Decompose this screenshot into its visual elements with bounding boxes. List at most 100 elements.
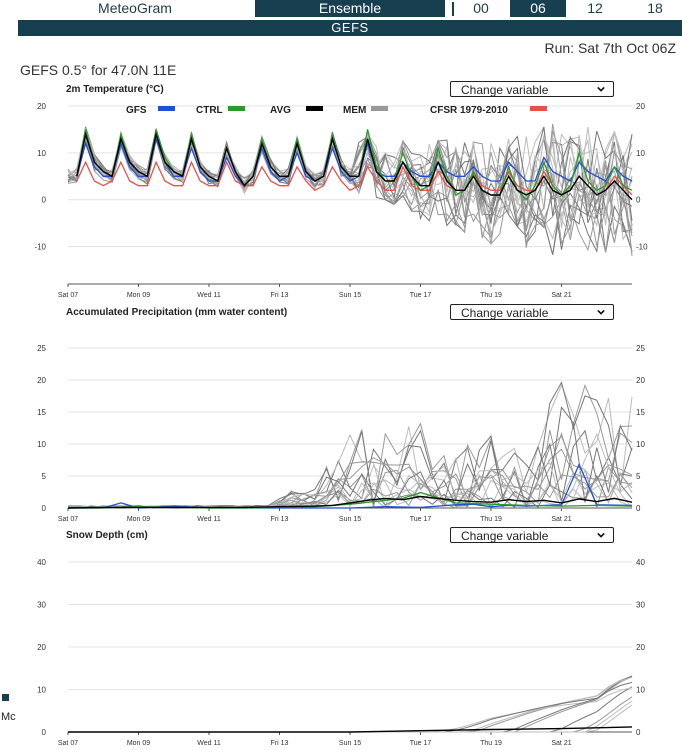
member-line bbox=[68, 675, 633, 733]
x-tick-label: Sat 21 bbox=[551, 292, 571, 299]
ensemble-tab[interactable]: Ensemble bbox=[255, 0, 445, 17]
y-tick-label-right: 20 bbox=[636, 643, 645, 652]
x-tick-label: Fri 13 bbox=[271, 292, 289, 299]
y-tick-label-left: -10 bbox=[34, 243, 46, 252]
x-tick-label: Mon 09 bbox=[127, 740, 150, 747]
legend-swatch bbox=[371, 106, 388, 111]
temperature-change-variable-select[interactable]: Change variable bbox=[450, 81, 614, 97]
member-line bbox=[68, 696, 633, 733]
run-00-tab[interactable]: 00 bbox=[473, 0, 489, 16]
select-label: Change variable bbox=[461, 529, 549, 543]
member-line bbox=[68, 687, 633, 733]
y-tick-label-left: 40 bbox=[37, 558, 46, 567]
legend-label: AVG bbox=[270, 105, 291, 116]
run-12-tab[interactable]: 12 bbox=[587, 0, 603, 16]
y-tick-label-right: -10 bbox=[636, 243, 648, 252]
y-tick-label-right: 20 bbox=[636, 376, 645, 385]
legend-swatch bbox=[530, 106, 547, 111]
x-tick-label: Thu 19 bbox=[480, 516, 502, 523]
precip-panel-title: Accumulated Precipitation (mm water cont… bbox=[66, 307, 288, 318]
location-header: GEFS 0.5° for 47.0N 11E bbox=[20, 62, 177, 78]
y-tick-label-left: 20 bbox=[37, 376, 46, 385]
y-tick-label-left: 30 bbox=[37, 601, 46, 610]
chevron-down-icon bbox=[597, 532, 605, 538]
y-tick-label-right: 10 bbox=[636, 149, 645, 158]
left-panel-marker bbox=[2, 694, 9, 701]
x-tick-label: Tue 17 bbox=[410, 292, 432, 299]
x-tick-label: Tue 17 bbox=[410, 516, 432, 523]
meteogram-tab[interactable]: MeteoGram bbox=[98, 0, 172, 16]
run-06-tab[interactable]: 06 bbox=[510, 0, 566, 17]
x-tick-label: Wed 11 bbox=[197, 516, 221, 523]
left-panel-label: Mc bbox=[1, 711, 16, 723]
legend-swatch bbox=[228, 106, 245, 111]
y-tick-label-right: 5 bbox=[636, 472, 641, 481]
member-line bbox=[67, 135, 633, 255]
y-tick-label-left: 20 bbox=[37, 102, 46, 111]
select-label: Change variable bbox=[461, 306, 549, 320]
chevron-down-icon bbox=[597, 309, 605, 315]
avg-line bbox=[76, 131, 633, 201]
x-tick-label: Fri 13 bbox=[271, 740, 289, 747]
model-bar[interactable]: GEFS bbox=[18, 20, 682, 36]
top-navigation: MeteoGram Ensemble 00 06 12 18 bbox=[0, 0, 682, 18]
x-tick-label: Sat 07 bbox=[58, 740, 78, 747]
y-tick-label-left: 0 bbox=[42, 504, 47, 513]
legend-label: MEM bbox=[343, 105, 366, 116]
series-group bbox=[68, 675, 633, 733]
temperature-panel-title: 2m Temperature (°C) bbox=[66, 84, 164, 95]
series-group bbox=[67, 381, 633, 510]
x-tick-label: Thu 19 bbox=[480, 740, 502, 747]
x-tick-label: Sun 15 bbox=[339, 292, 361, 299]
member-line bbox=[68, 700, 633, 733]
snow-change-variable-select[interactable]: Change variable bbox=[450, 527, 614, 543]
member-line bbox=[67, 127, 633, 208]
x-tick-label: Sat 21 bbox=[551, 740, 571, 747]
y-tick-label-left: 15 bbox=[37, 408, 46, 417]
x-tick-label: Sat 21 bbox=[551, 516, 571, 523]
x-tick-label: Sun 15 bbox=[339, 516, 361, 523]
precip-change-variable-select[interactable]: Change variable bbox=[450, 304, 614, 320]
x-tick-label: Sun 15 bbox=[339, 740, 361, 747]
member-line bbox=[68, 676, 633, 733]
series-group bbox=[67, 123, 633, 256]
x-tick-label: Wed 11 bbox=[197, 292, 221, 299]
legend-swatch bbox=[158, 106, 175, 111]
legend-swatch bbox=[306, 106, 323, 111]
legend-label: CTRL bbox=[196, 105, 223, 116]
x-tick-label: Fri 13 bbox=[271, 516, 289, 523]
tab-separator bbox=[452, 2, 454, 16]
snow-panel-title: Snow Depth (cm) bbox=[66, 530, 148, 541]
y-tick-label-left: 10 bbox=[37, 686, 46, 695]
x-tick-label: Sat 07 bbox=[58, 292, 78, 299]
avg-line bbox=[68, 726, 633, 733]
y-tick-label-left: 0 bbox=[42, 728, 47, 737]
temperature-legend: GFS CTRL AVG MEM CFSR 1979-2010 bbox=[126, 105, 547, 116]
y-tick-label-right: 20 bbox=[636, 102, 645, 111]
y-tick-label-left: 10 bbox=[37, 440, 46, 449]
run-info: Run: Sat 7th Oct 06Z bbox=[544, 40, 676, 56]
cfsr-line bbox=[76, 160, 633, 196]
x-tick-label: Wed 11 bbox=[197, 740, 221, 747]
y-tick-label-left: 0 bbox=[42, 196, 47, 205]
y-tick-label-right: 0 bbox=[636, 504, 641, 513]
y-tick-label-right: 30 bbox=[636, 601, 645, 610]
y-tick-label-left: 20 bbox=[37, 643, 46, 652]
avg-line bbox=[67, 495, 633, 509]
x-tick-label: Tue 17 bbox=[410, 740, 432, 747]
x-tick-label: Sat 07 bbox=[58, 516, 78, 523]
legend-label: CFSR 1979-2010 bbox=[430, 105, 508, 116]
y-tick-label-right: 10 bbox=[636, 686, 645, 695]
y-tick-label-right: 40 bbox=[636, 558, 645, 567]
y-tick-label-right: 0 bbox=[636, 728, 641, 737]
member-line bbox=[67, 406, 633, 509]
y-tick-label-right: 10 bbox=[636, 440, 645, 449]
run-18-tab[interactable]: 18 bbox=[647, 0, 663, 16]
y-tick-label-left: 25 bbox=[37, 344, 46, 353]
chevron-down-icon bbox=[597, 86, 605, 92]
y-tick-label-left: 10 bbox=[37, 149, 46, 158]
x-tick-label: Mon 09 bbox=[127, 292, 150, 299]
x-tick-label: Mon 09 bbox=[127, 516, 150, 523]
legend-label: GFS bbox=[126, 105, 147, 116]
